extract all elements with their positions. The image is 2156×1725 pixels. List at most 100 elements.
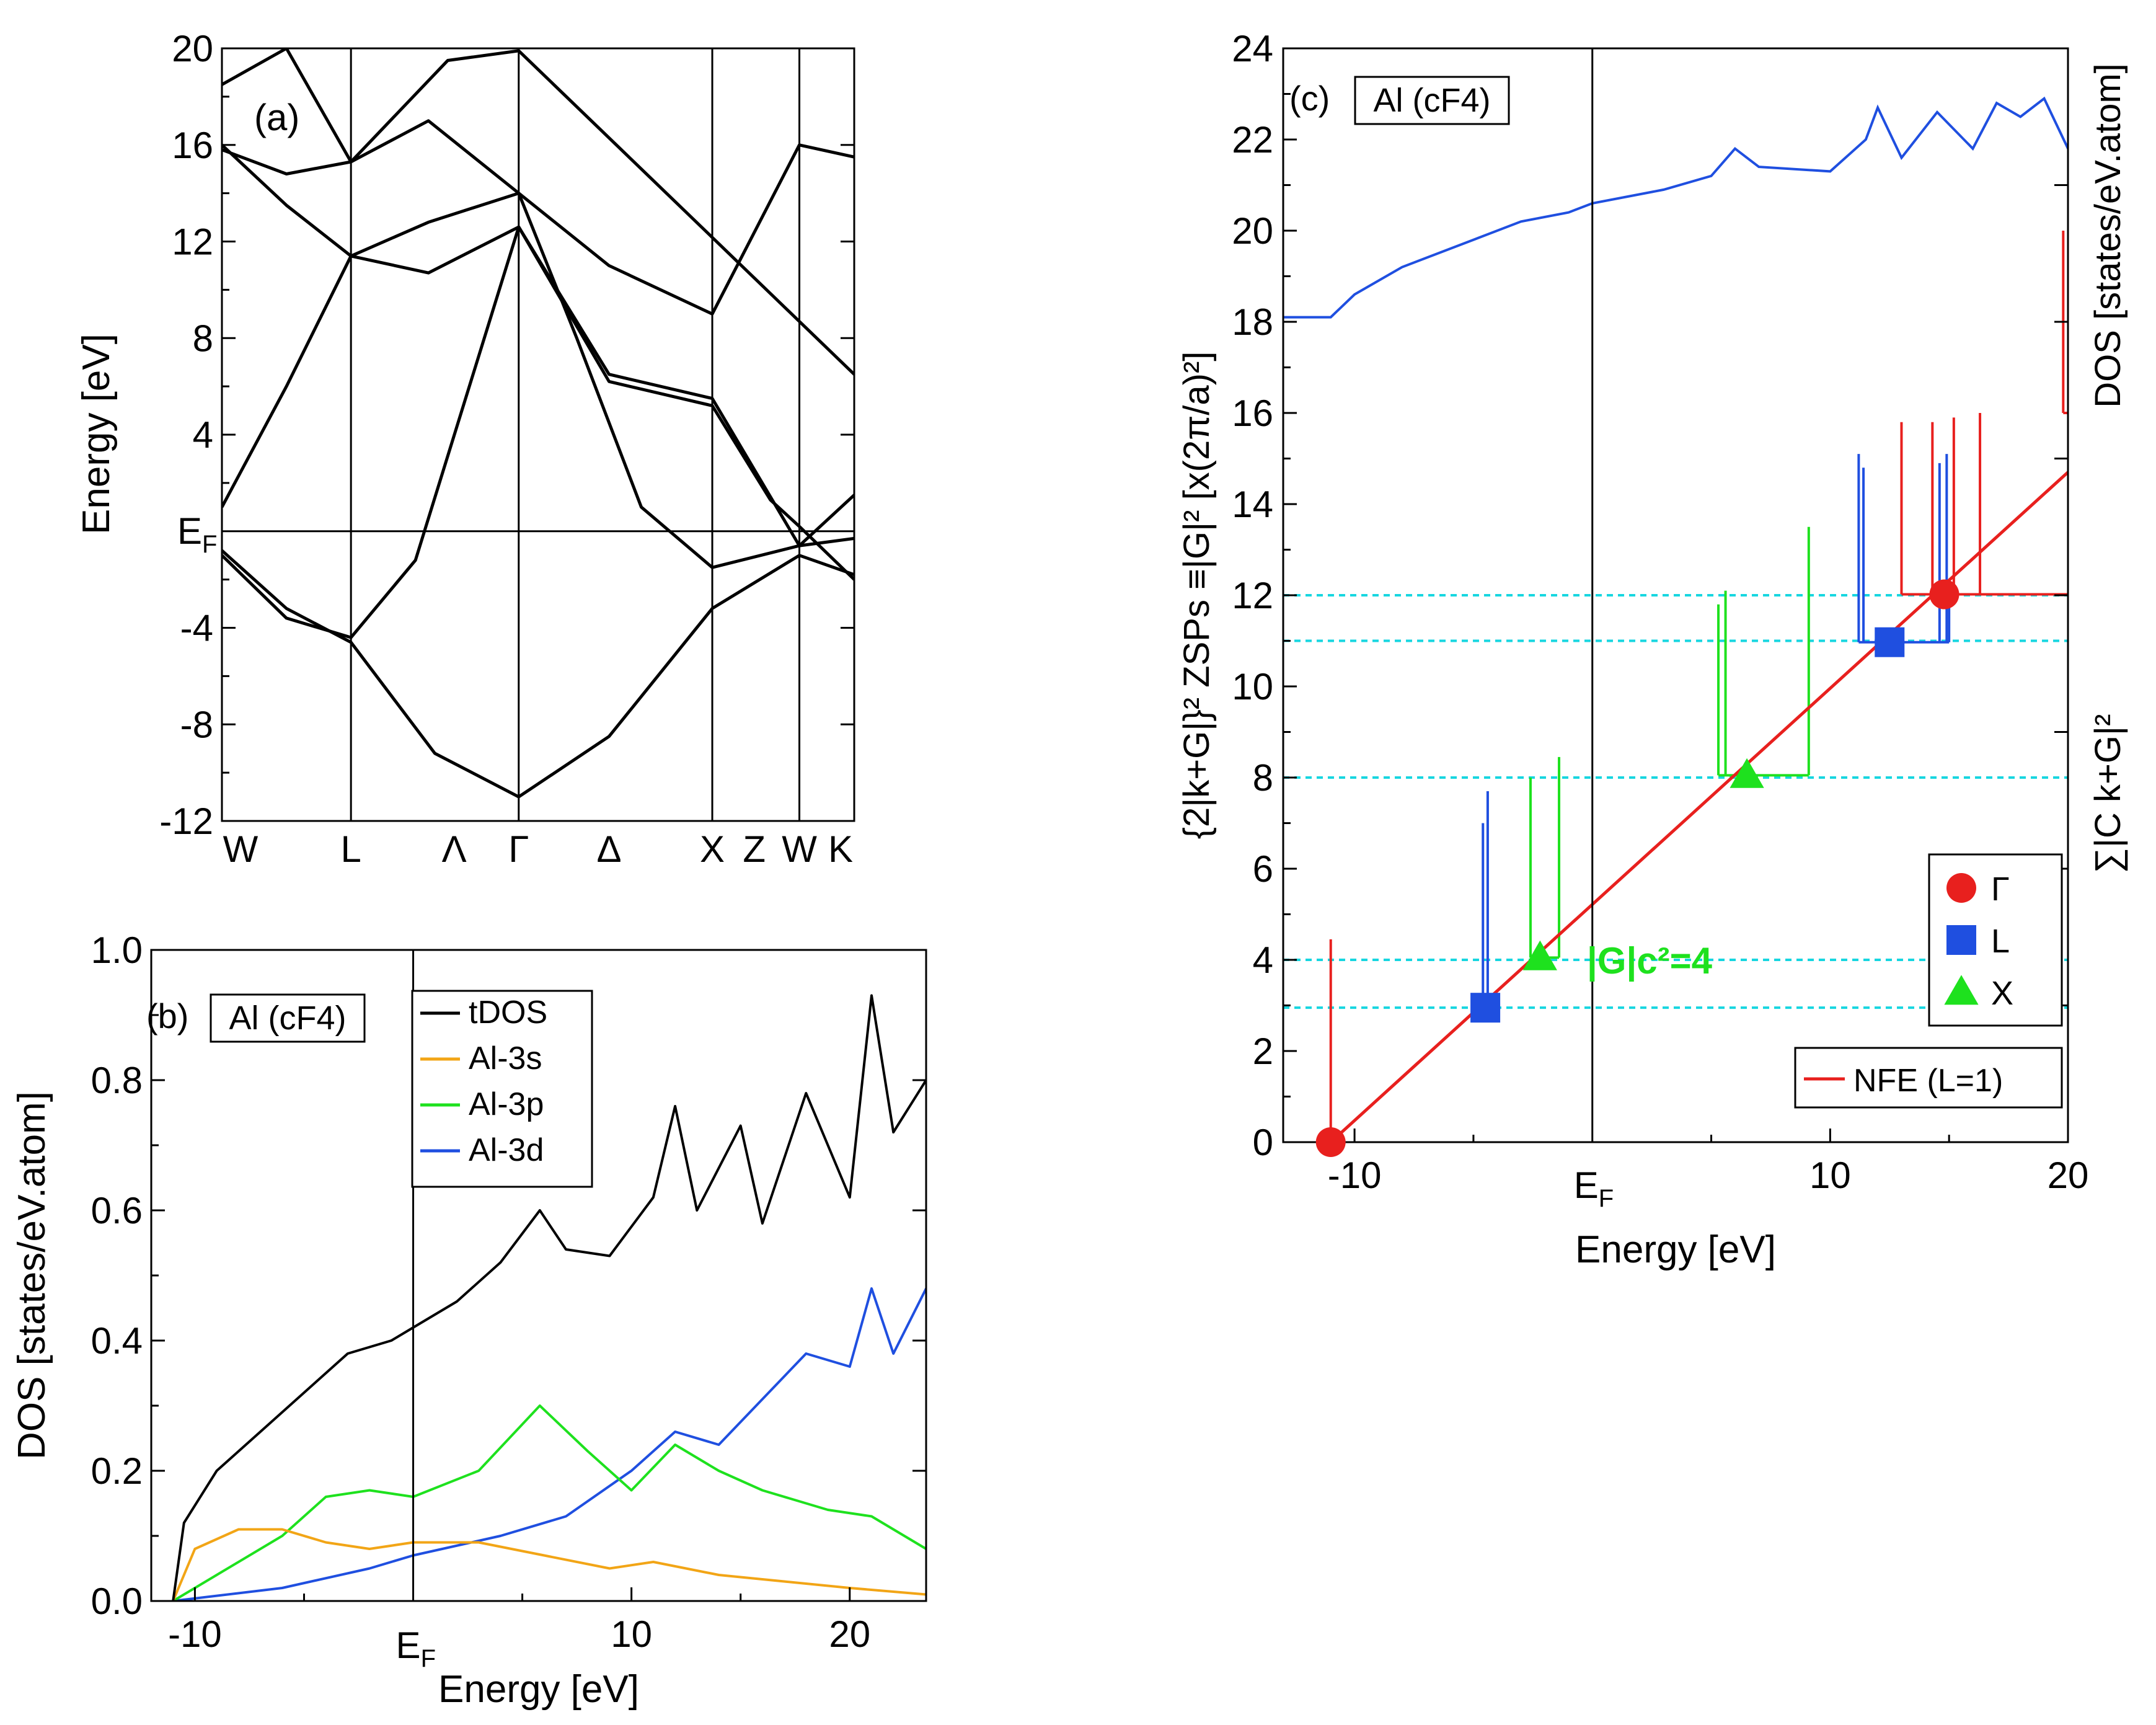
marker-gamma — [1315, 1127, 1346, 1157]
band-2 — [222, 225, 854, 639]
y-tick-label: 10 — [1232, 666, 1273, 707]
kpoint-label: L — [340, 828, 361, 870]
panel-a-ef-label: EF — [177, 510, 217, 558]
x-tick-label: 10 — [611, 1613, 652, 1655]
y-tick-label: 0.6 — [91, 1190, 143, 1231]
panel-a-kpoint-lines — [350, 48, 801, 821]
y-tick-label: 16 — [1232, 392, 1273, 434]
legend-label: tDOS — [469, 995, 547, 1031]
panel-c-box-label: Al (cF4) — [1374, 82, 1491, 119]
panel-c-dashed-levels — [1283, 594, 2068, 1009]
panel-c-dos-curve — [1283, 96, 2068, 319]
band-6 — [222, 48, 854, 376]
panel-a-bands — [222, 48, 854, 799]
y-tick-label: -8 — [180, 704, 213, 745]
y-tick-label: 4 — [193, 414, 213, 456]
panel-c-right-axis-title-top: DOS [states/eV.atom] — [2088, 63, 2128, 408]
marker-l — [1875, 627, 1905, 657]
panel-b-curves — [172, 994, 926, 1601]
legend-label: L — [1991, 923, 2010, 960]
panel-c-label: (c) — [1289, 79, 1330, 118]
y-tick-label: 24 — [1232, 28, 1273, 69]
band-5 — [222, 119, 854, 569]
marker-x — [1522, 940, 1557, 970]
y-tick-label: 0.2 — [91, 1450, 143, 1492]
panel-a-y-axis-title: Energy [eV] — [75, 334, 118, 534]
legend-label: Al-3s — [469, 1040, 542, 1076]
panel-c-legend: ΓLX — [1928, 853, 2063, 1027]
y-tick-label: 12 — [1232, 575, 1273, 616]
panel-c-y-axis-title: {2|k+G|}² ZSPs ≡|G|² [x(2π/a)²] — [1177, 352, 1217, 840]
y-tick-label: 20 — [1232, 210, 1273, 252]
y-tick-label: 1.0 — [91, 929, 143, 971]
x-tick-label: 20 — [2048, 1155, 2089, 1196]
legend-label: Al-3p — [469, 1086, 544, 1122]
panel-b-x-ticks: -10 10 20 — [168, 1587, 870, 1655]
dos-curve-al-3d — [172, 1287, 926, 1601]
y-tick-label: 16 — [172, 125, 213, 166]
panel-b-label: (b) — [146, 996, 188, 1035]
band-4 — [222, 143, 854, 316]
marker-gamma — [1946, 873, 1976, 903]
y-tick-label: 0.0 — [91, 1581, 143, 1622]
dos-curve-al-3s — [172, 1528, 926, 1601]
marker-l — [1470, 993, 1501, 1023]
panel-c-box — [1354, 76, 1510, 125]
marker-l — [1946, 925, 1976, 955]
panel-c-legend2-label: NFE (L=1) — [1853, 1063, 2003, 1099]
panel-b-y-ticks: 0.0 0.2 0.4 0.6 0.8 1.0 — [91, 929, 926, 1622]
panel-c-x-ticks: -10 10 20 — [1328, 1129, 2089, 1196]
y-tick-label: 22 — [1232, 119, 1273, 161]
panel-c-legend2: NFE (L=1) — [1794, 1047, 2063, 1109]
panel-c-ef-label: EF — [1574, 1164, 1614, 1212]
y-tick-label: 0.8 — [91, 1060, 143, 1101]
panel-c-nfe-line — [1330, 471, 2069, 1143]
kpoint-label: Λ — [442, 828, 467, 870]
kpoint-label: K — [828, 828, 853, 870]
marker-x — [1730, 758, 1764, 788]
kpoint-label: W — [223, 828, 258, 870]
panel-a-y-ticks: 20 16 12 8 4 -4 -8 -12 — [159, 28, 854, 842]
x-tick-label: 20 — [829, 1613, 870, 1655]
panel-c-markers — [1315, 579, 1959, 1157]
y-tick-label: 8 — [193, 317, 213, 359]
y-tick-label: 0 — [1253, 1122, 1273, 1163]
panel-a-label: (a) — [254, 97, 299, 138]
kpoint-label: W — [782, 828, 817, 870]
legend-label: X — [1991, 975, 2013, 1012]
y-tick-label: 20 — [172, 28, 213, 69]
x-tick-label: 10 — [1809, 1155, 1851, 1196]
panel-b-box — [210, 993, 366, 1043]
marker-gamma — [1929, 579, 1959, 610]
panel-c-spikes — [1329, 231, 2068, 1142]
panel-b-y-axis-title: DOS [states/eV.atom] — [11, 1091, 53, 1460]
y-tick-label: -4 — [180, 608, 213, 649]
y-tick-label: 2 — [1253, 1031, 1273, 1072]
panel-b-legend: tDOS Al-3s Al-3p Al-3d — [411, 990, 593, 1188]
panel-c-annotation: |G|c²=4 — [1587, 940, 1713, 982]
dos-curve-al-3p — [172, 1404, 926, 1601]
y-tick-label: 4 — [1253, 939, 1273, 981]
dos-curve-tdos — [172, 994, 926, 1601]
band-1 — [222, 549, 854, 799]
x-tick-label: -10 — [168, 1613, 222, 1655]
kpoint-label: X — [700, 828, 725, 870]
panel-b-legend-box — [411, 990, 593, 1188]
y-tick-label: 0.4 — [91, 1320, 143, 1362]
legend-label: Γ — [1991, 871, 2010, 908]
panel-c-x-axis-title: Energy [eV] — [1575, 1228, 1776, 1271]
panel-b-dos: -10 10 20 0.00.20.40.60.81.0 (b) Al (cF4) … — [11, 929, 927, 1711]
kpoint-label: Δ — [596, 828, 621, 870]
panel-a-frame — [221, 47, 855, 822]
panel-b-ef-label: EF — [396, 1625, 436, 1672]
y-tick-label: -12 — [159, 800, 213, 842]
kpoint-label: Γ — [508, 828, 529, 870]
y-tick-label: 6 — [1253, 848, 1273, 890]
panel-b-box-label: Al (cF4) — [229, 1000, 347, 1037]
legend-label: Al-3d — [469, 1132, 544, 1168]
panel-b-x-axis-title: Energy [eV] — [438, 1668, 639, 1711]
